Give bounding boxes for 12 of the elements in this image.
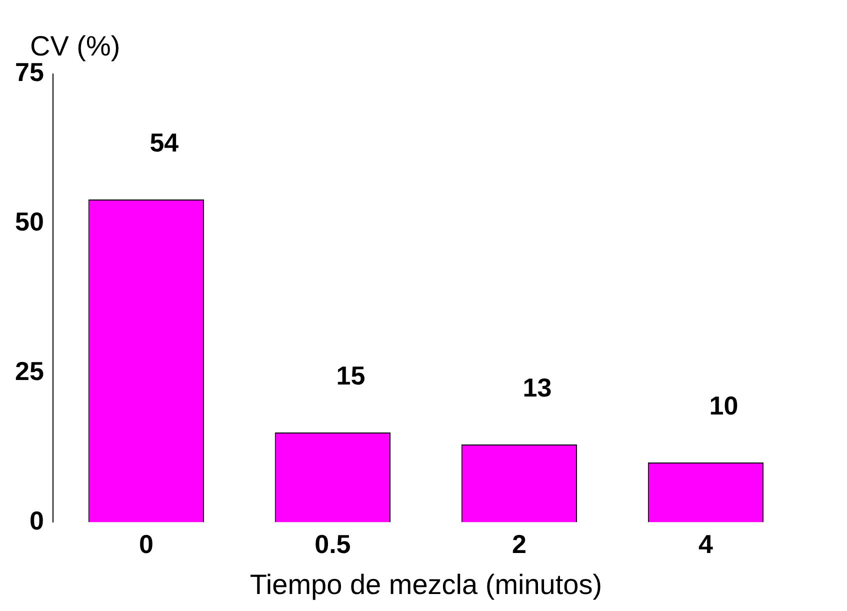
x-axis-title: Tiempo de mezcla (minutos) bbox=[250, 568, 602, 600]
y-tick-label: 50 bbox=[15, 206, 44, 237]
x-tick-label: 4 bbox=[698, 528, 714, 559]
data-label: 54 bbox=[150, 128, 180, 158]
x-tick-label: 2 bbox=[512, 528, 526, 559]
x-tick-label: 0.5 bbox=[314, 528, 351, 559]
x-tick-label: 0 bbox=[138, 528, 154, 559]
data-label: 15 bbox=[336, 360, 366, 391]
data-label: 10 bbox=[709, 390, 738, 421]
y-tick-label: 25 bbox=[15, 356, 44, 386]
data-label: 13 bbox=[522, 372, 552, 403]
y-tick-label: 0 bbox=[29, 505, 44, 536]
